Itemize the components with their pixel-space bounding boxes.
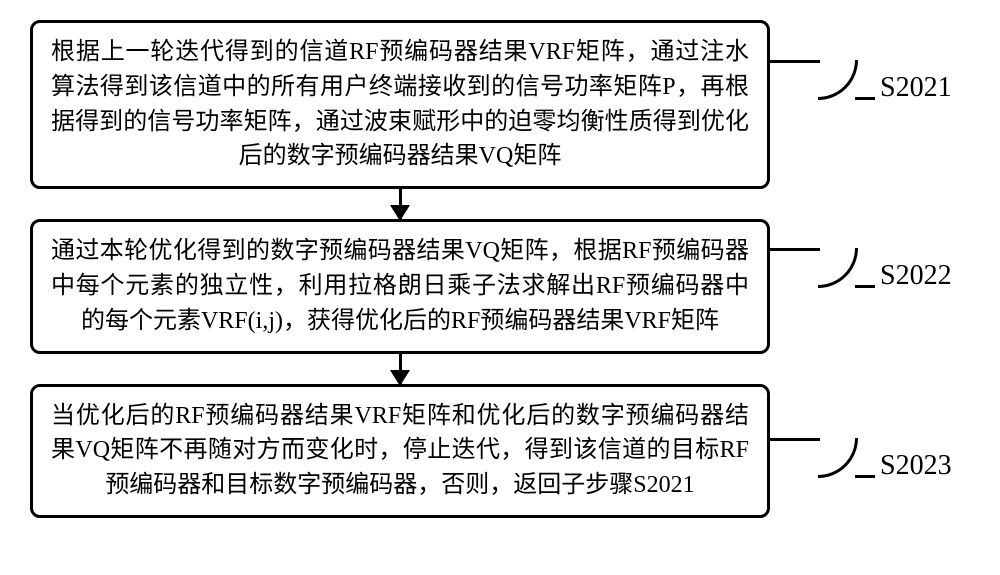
label-connector-2-curve	[818, 248, 858, 288]
label-connector-3b	[855, 475, 875, 478]
label-connector-3	[770, 438, 820, 441]
arrow-1-2	[399, 189, 402, 219]
label-connector-1-curve	[818, 60, 858, 100]
step-box-2: 通过本轮优化得到的数字预编码器结果VQ矩阵，根据RF预编码器中每个元素的独立性，…	[30, 219, 770, 353]
step-box-1: 根据上一轮迭代得到的信道RF预编码器结果VRF矩阵，通过注水算法得到该信道中的所…	[30, 20, 770, 189]
label-connector-1	[770, 60, 820, 63]
step-text: 根据上一轮迭代得到的信道RF预编码器结果VRF矩阵，通过注水算法得到该信道中的所…	[51, 39, 749, 169]
step-text: 通过本轮优化得到的数字预编码器结果VQ矩阵，根据RF预编码器中每个元素的独立性，…	[51, 238, 749, 334]
step-label-3: S2023	[880, 450, 952, 482]
label-connector-1b	[855, 97, 875, 100]
step-label-2: S2022	[880, 260, 952, 292]
step-text: 当优化后的RF预编码器结果VRF矩阵和优化后的数字预编码器结果VQ矩阵不再随对方…	[51, 403, 749, 499]
arrow-2-3	[399, 354, 402, 384]
label-connector-3-curve	[818, 438, 858, 478]
step-box-3: 当优化后的RF预编码器结果VRF矩阵和优化后的数字预编码器结果VQ矩阵不再随对方…	[30, 384, 770, 518]
label-connector-2	[770, 248, 820, 251]
label-connector-2b	[855, 285, 875, 288]
step-label-1: S2021	[880, 72, 952, 104]
